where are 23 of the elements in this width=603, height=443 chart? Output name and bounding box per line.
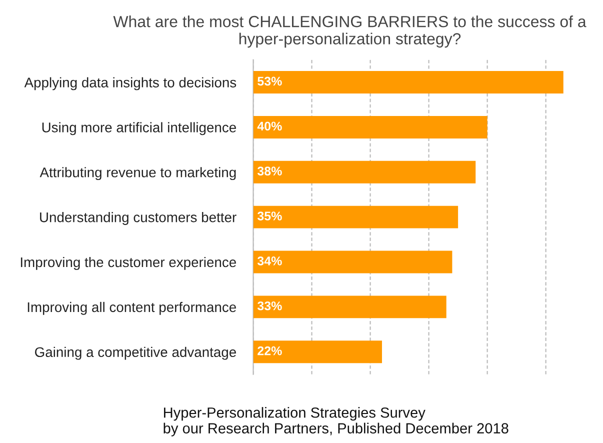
y-tick-label: Using more artificial intelligence	[42, 122, 236, 136]
y-tick-label: Gaining a competitive advantage	[35, 346, 236, 360]
data-label: 35%	[257, 212, 282, 220]
y-tick-label: Understanding customers better	[40, 212, 236, 225]
data-label: 40%	[257, 122, 282, 131]
text: Hyper-Personalization Strategies Survey by our Research Partners, Published December 2018	[164, 407, 508, 436]
bar	[253, 250, 452, 274]
bar	[253, 116, 488, 138]
bar	[253, 296, 446, 318]
bar	[253, 160, 476, 184]
bar	[253, 340, 382, 364]
bar	[253, 206, 458, 228]
data-label: 33%	[257, 301, 282, 310]
y-tick-label: Improving all content performance	[28, 302, 236, 315]
y-tick-label: Attributing revenue to marketing	[40, 167, 236, 180]
data-label: 53%	[258, 76, 282, 86]
y-tick-label: Applying data insights to decisions	[24, 77, 236, 90]
chart-title: What are the most CHALLENGING BARRIERS to the success of a hyper-personalization strategy?	[113, 16, 586, 48]
data-label: 22%	[258, 346, 282, 356]
data-label: 34%	[257, 256, 282, 266]
data-label: 38%	[257, 166, 282, 176]
y-tick-label: Improving the customer experience	[20, 256, 236, 270]
bar	[253, 71, 564, 94]
